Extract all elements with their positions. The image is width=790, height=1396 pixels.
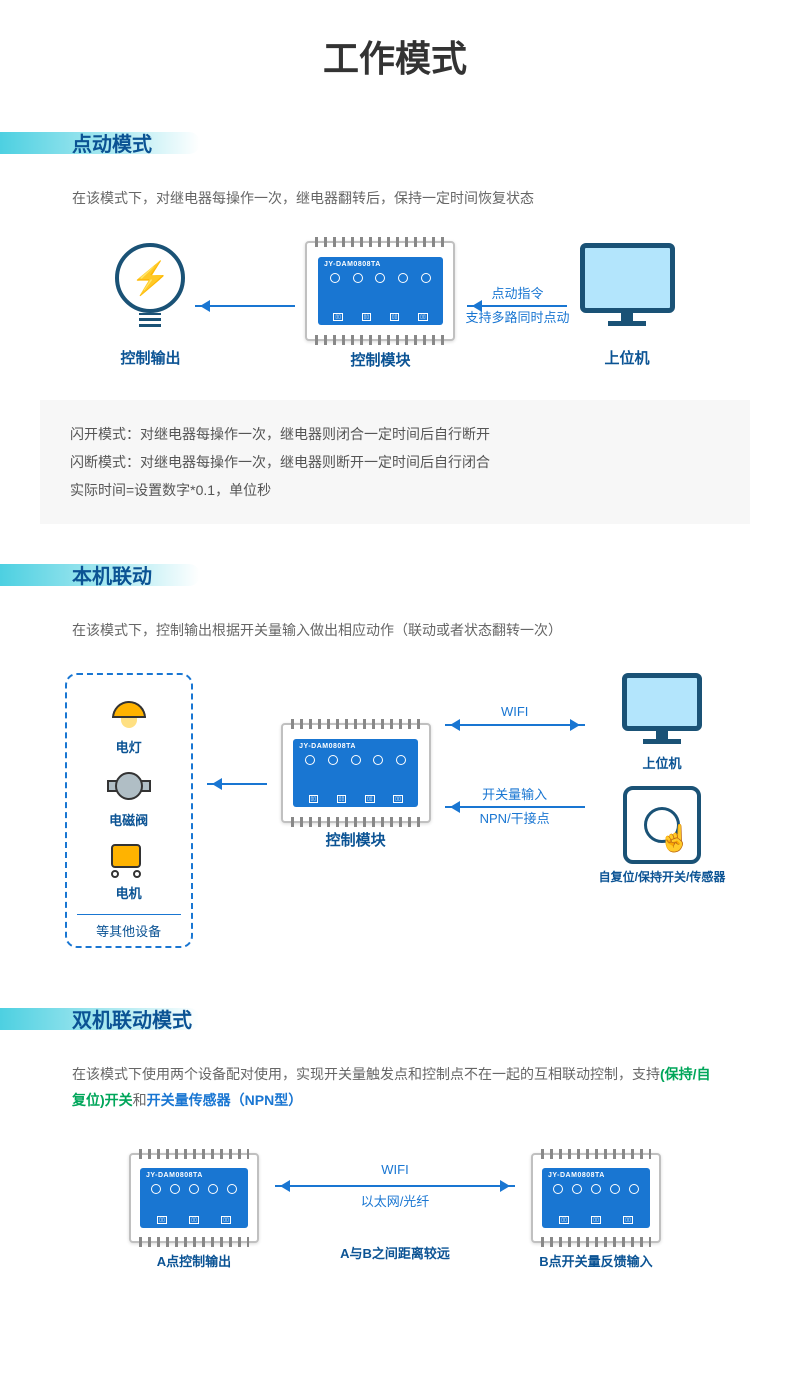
output-label: 控制输出: [120, 347, 180, 368]
module-label: 控制模块: [350, 349, 410, 370]
devices-box: 电灯 电磁阀 电机 等其他设备: [65, 673, 193, 948]
host-label: 上位机: [604, 347, 649, 368]
diagram1: ⚡ 控制输出 JY-DAM0808TA ▯▯▯▯▯▯▯▯ 控制模块 点动指令 支…: [0, 231, 790, 390]
cmd-label: 点动指令: [491, 285, 543, 303]
section3-desc: 在该模式下使用两个设备配对使用，实现开关量触发点和控制点不在一起的互相联动控制，…: [0, 1054, 790, 1132]
gray-line: 实际时间=设置数字*0.1，单位秒: [70, 476, 720, 504]
arrow-icon: [275, 1185, 515, 1187]
section3-head: 双机联动模式: [0, 998, 790, 1039]
motor-icon: [105, 837, 153, 881]
distance-label: A与B之间距离较远: [340, 1243, 450, 1262]
desc-text: 和: [133, 1092, 147, 1108]
valve-icon: [105, 764, 153, 808]
page-title: 工作模式: [0, 0, 790, 102]
gray-info-box: 闪开模式：对继电器每操作一次，继电器则闭合一定时间后自行断开 闪断模式：对继电器…: [40, 400, 750, 524]
wifi-label: WIFI: [501, 703, 528, 721]
diagram2: 电灯 电磁阀 电机 等其他设备 JY-DAM0808TA ▯▯▯▯▯▯▯▯ 控制…: [0, 663, 790, 978]
arrow-icon: [195, 305, 295, 307]
motor-label: 电机: [116, 883, 142, 902]
device-name: JY-DAM0808TA: [548, 1172, 644, 1179]
host-label: 上位机: [642, 753, 681, 772]
module-device-icon: JY-DAM0808TA ▯▯▯▯▯▯: [531, 1153, 661, 1243]
bulb-icon: ⚡: [115, 243, 185, 313]
arrow-icon: [445, 806, 585, 808]
lamp-icon: [105, 691, 153, 735]
monitor-icon: [580, 243, 675, 313]
touch-icon: ☝: [623, 786, 701, 864]
npn-label: NPN/干接点: [480, 810, 550, 828]
section2-head: 本机联动: [0, 554, 790, 595]
module-device-icon: JY-DAM0808TA ▯▯▯▯▯▯: [129, 1153, 259, 1243]
arrow-icon: [445, 724, 585, 726]
section1-head: 点动模式: [0, 122, 790, 163]
other-label: 等其他设备: [77, 914, 181, 942]
gray-line: 闪开模式：对继电器每操作一次，继电器则闭合一定时间后自行断开: [70, 420, 720, 448]
device-name: JY-DAM0808TA: [324, 261, 437, 268]
wifi-label: WIFI: [381, 1161, 408, 1179]
desc-text: 在该模式下使用两个设备配对使用，实现开关量触发点和控制点不在一起的互相联动控制，…: [72, 1066, 660, 1082]
module-device-icon: JY-DAM0808TA ▯▯▯▯▯▯▯▯: [281, 723, 431, 823]
diagram3: JY-DAM0808TA ▯▯▯▯▯▯ A点控制输出 WIFI 以太网/光纤 A…: [0, 1133, 790, 1300]
module-label: 控制模块: [326, 829, 386, 850]
section2-desc: 在该模式下，控制输出根据开关量输入做出相应动作（联动或者状态翻转一次）: [0, 610, 790, 663]
section1-desc: 在该模式下，对继电器每操作一次，继电器翻转后，保持一定时间恢复状态: [0, 178, 790, 231]
net-label: 以太网/光纤: [361, 1193, 430, 1211]
lamp-label: 电灯: [116, 737, 142, 756]
sensor-label: 自复位/保持开关/传感器: [599, 868, 726, 885]
gray-line: 闪断模式：对继电器每操作一次，继电器则断开一定时间后自行闭合: [70, 448, 720, 476]
monitor-icon: [622, 673, 702, 731]
a-label: A点控制输出: [157, 1251, 231, 1270]
desc-highlight: 开关量传感器（NPN型）: [147, 1092, 303, 1108]
device-name: JY-DAM0808TA: [299, 743, 412, 750]
b-label: B点开关量反馈输入: [539, 1251, 652, 1270]
valve-label: 电磁阀: [109, 810, 148, 829]
arrow-icon: [467, 305, 567, 307]
section2-title: 本机联动: [0, 554, 790, 595]
arrow-icon: [207, 783, 267, 785]
switch-label: 开关量输入: [482, 786, 547, 804]
section3-title: 双机联动模式: [0, 998, 790, 1039]
section1-title: 点动模式: [0, 122, 790, 163]
module-device-icon: JY-DAM0808TA ▯▯▯▯▯▯▯▯: [305, 241, 455, 341]
device-name: JY-DAM0808TA: [146, 1172, 242, 1179]
